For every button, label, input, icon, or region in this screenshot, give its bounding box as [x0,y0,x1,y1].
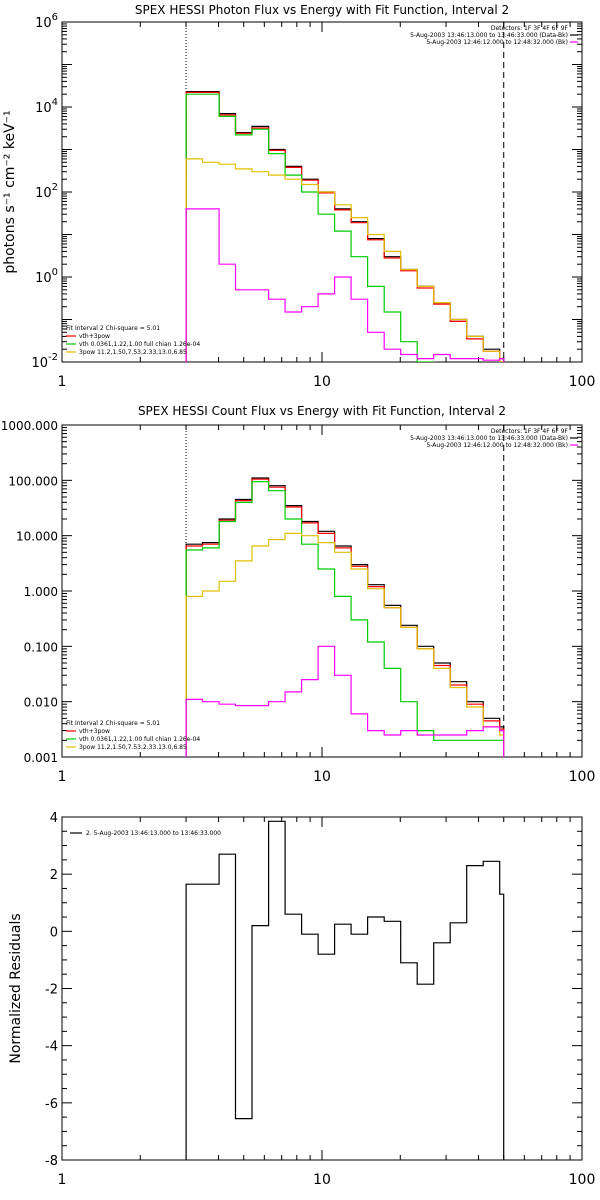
chart-title: SPEX HESSI Count Flux vs Energy with Fit… [138,404,506,418]
x-tick-label: 100 [569,374,596,390]
y-tick-label: 106 [35,12,58,31]
x-tick-label: 10 [313,769,331,785]
legend-entry: vth+3pow [79,333,110,340]
y-tick-label: 1000.000 [1,419,58,433]
y-axis-label: photons s⁻¹ cm⁻² keV⁻¹ [2,110,18,273]
series-line-bk [185,645,505,757]
x-tick-label: 10 [313,374,331,390]
legend-entry: Fit Interval 2 Chi-square = 5.01 [66,720,160,727]
y-tick-label: 10-2 [31,352,58,371]
chart-panel-2: SPEX HESSI Count Flux vs Energy with Fit… [1,404,596,785]
legend-entry: vth+3pow [79,728,110,735]
y-tick-label: 0 [50,925,58,940]
y-tick-label: -4 [45,1040,58,1055]
y-tick-label: 10.000 [16,530,58,544]
y-tick-label: 4 [50,811,58,826]
series-line-vth [185,481,505,757]
y-axis-label: Normalized Residuals [8,913,24,1063]
legend-entry: vth 0.0361,1.22,1.00 full chian 1.26e-04 [79,341,200,348]
x-tick-label: 1 [58,769,67,785]
y-tick-label: -6 [45,1097,58,1112]
y-tick-label: -2 [45,983,58,998]
chart-panel-3: 1 10 100 -8 -6 -4 -2 0 2 4 Normalized Residuals 2. … [8,811,595,1188]
y-tick-label: 102 [35,182,58,201]
legend-entry: 5-Aug-2003 12:46:12.000 to 12:48:32.000 … [426,442,568,449]
legend-entry: Detectors: 1F 3F 4F 6F 9F [491,428,569,435]
legend-entry: 5-Aug-2003 13:46:13.000 to 13:46:33.000 … [410,435,568,442]
chart-panel-1: SPEX HESSI Photon Flux vs Energy with Fi… [2,3,595,390]
series-line-vth-3pow [185,91,505,362]
x-tick-label: 10 [313,1172,331,1188]
y-tick-label: 100.000 [8,474,58,488]
chart-title: SPEX HESSI Photon Flux vs Energy with Fi… [135,3,509,17]
series-group [185,477,505,757]
legend-entry: Fit Interval 2 Chi-square = 5.01 [66,325,160,332]
legend-entry: 3pow 11.2,1.50,7.53,2.33,13.0,6.85 [79,744,187,751]
legend-entry: vth 0.0361,1.22,1.00 full chian 1.26e-04 [79,736,200,743]
legend-entry: Detectors: 1F 3F 4F 6F 9F [491,25,569,32]
legend-entry: 2. 5-Aug-2003 13:46:13.000 to 13:46:33.0… [86,830,221,837]
y-tick-label: 0.001 [24,751,58,765]
series-line-data-bk [185,91,505,362]
series-line-residuals [185,820,505,1160]
x-tick-label: 1 [58,374,67,390]
y-tick-label: 0.010 [24,696,58,710]
series-line-bk [185,208,505,362]
series-line-3pow [185,158,505,362]
y-tick-label: 104 [35,97,58,116]
series-group [185,91,505,362]
legend-entry: 5-Aug-2003 13:46:13.000 to 13:46:33.000 … [410,32,568,39]
series-line-3pow [185,532,505,757]
y-tick-label: 100 [35,267,58,286]
legend-entry: 3pow 11.2,1.50,7.53,2.33,13.0,6.85 [79,349,187,356]
y-tick-label: 0.100 [24,640,58,654]
x-tick-label: 100 [569,1172,596,1188]
y-tick-label: 1.000 [24,585,58,599]
series-group [185,820,505,1160]
x-tick-label: 100 [569,769,596,785]
y-tick-label: 2 [50,868,58,883]
legend-entry: 5-Aug-2003 12:46:12.000 to 12:48:32.000 … [426,39,568,46]
series-line-vth [185,93,435,362]
x-tick-label: 1 [58,1172,67,1188]
y-tick-label: -8 [45,1154,58,1169]
